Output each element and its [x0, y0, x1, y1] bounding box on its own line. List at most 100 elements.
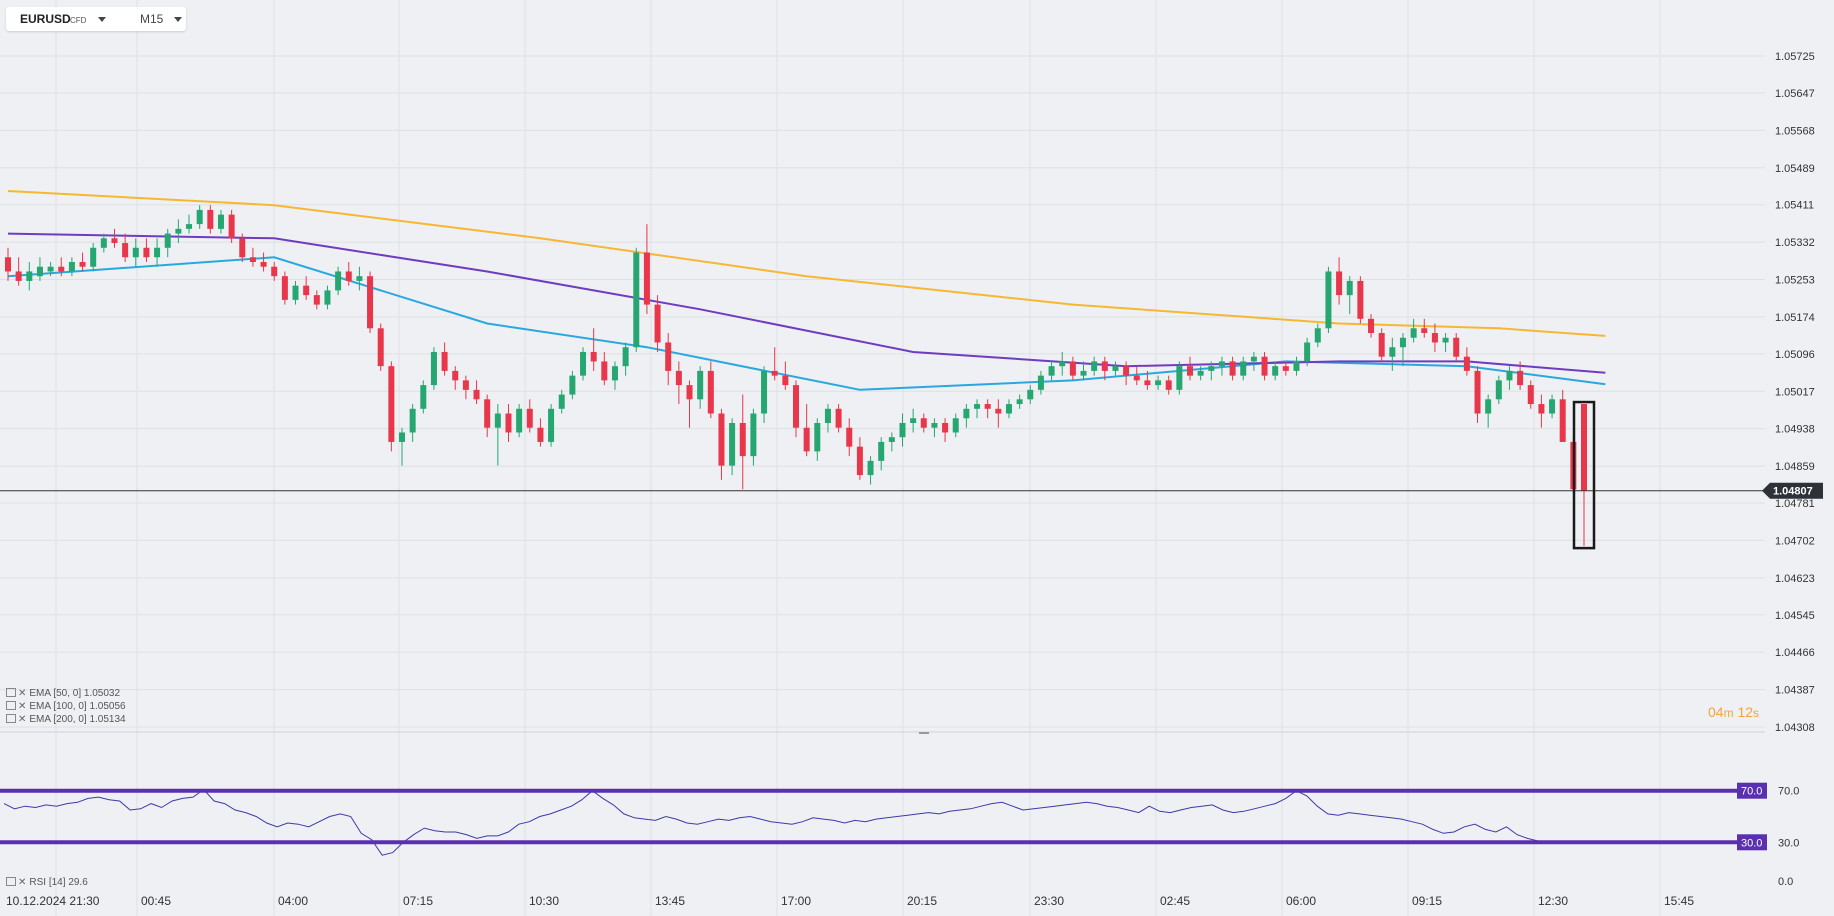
time-tick-label: 20:15	[907, 894, 937, 908]
rsi-level-tag	[1737, 834, 1767, 851]
candle	[1495, 375, 1502, 405]
candle-body	[1293, 361, 1300, 371]
candle	[1485, 394, 1492, 428]
candle	[750, 408, 757, 466]
candle	[1527, 380, 1534, 409]
candle-body	[1016, 399, 1023, 405]
candle-body	[462, 380, 469, 390]
time-tick-label: 15:45	[1664, 894, 1694, 908]
symbol-dropdown-icon[interactable]	[98, 17, 106, 22]
ema-lines	[7, 190, 1606, 391]
candle	[5, 247, 11, 281]
candle-body	[1517, 370, 1524, 386]
legend-label: EMA	[29, 714, 51, 725]
candle	[1197, 366, 1204, 381]
candle-body	[718, 413, 725, 466]
candle-body	[1069, 361, 1076, 376]
candle	[1282, 361, 1289, 376]
candle	[292, 280, 299, 305]
candle-body	[952, 418, 959, 433]
candle	[537, 418, 544, 447]
candle	[867, 456, 874, 485]
candle	[1016, 394, 1023, 409]
candle	[654, 295, 661, 352]
candle-body	[1453, 337, 1460, 357]
candle-body	[228, 214, 235, 239]
candle	[196, 205, 203, 229]
current-price-label: 1.04807	[1773, 486, 1813, 498]
candle	[622, 342, 629, 376]
candle	[835, 404, 842, 433]
candle	[1091, 356, 1098, 376]
price-axis[interactable]: 1.05725 1.05647 1.05568 1.05489 1.05411 1.053…	[1775, 51, 1815, 734]
candle-body	[217, 214, 224, 229]
candle-body	[995, 408, 1002, 414]
rsi-line	[3, 788, 1581, 856]
ema200-legend[interactable]: ✕ EMA [200, 0] 1.05134	[6, 714, 126, 725]
candle-body	[1421, 328, 1428, 334]
candle-body	[814, 422, 821, 452]
candle-body	[611, 366, 618, 381]
close-icon[interactable]: ✕	[18, 688, 27, 699]
candle	[580, 347, 587, 381]
candle-body	[132, 247, 139, 258]
candle-body	[1005, 404, 1012, 414]
price-tick-label: 1.04387	[1775, 685, 1815, 697]
price-tick-label: 1.04466	[1775, 647, 1815, 659]
timeframe-label[interactable]: M15	[140, 12, 164, 26]
candle-body	[5, 257, 11, 272]
price-tick-label: 1.04545	[1775, 610, 1815, 622]
rsi-level-tag-label: 30.0	[1741, 837, 1762, 849]
timeframe-dropdown-icon[interactable]	[174, 17, 182, 22]
candle-body	[920, 418, 927, 428]
ema100-legend[interactable]: ✕ EMA [100, 0] 1.05056	[6, 701, 126, 712]
close-icon[interactable]: ✕	[18, 714, 27, 725]
countdown-min-unit: m	[1723, 706, 1734, 720]
candle-body	[15, 271, 22, 281]
close-icon[interactable]: ✕	[18, 701, 27, 712]
settings-icon[interactable]	[6, 688, 16, 697]
candle-body	[537, 427, 544, 442]
candle	[1336, 257, 1343, 305]
candle-body	[548, 408, 555, 442]
candle	[803, 404, 810, 457]
candle-body	[1133, 375, 1140, 381]
candle	[1165, 375, 1172, 395]
countdown-minutes: 04	[1708, 704, 1724, 720]
candle-body	[1368, 318, 1375, 334]
candle	[984, 399, 991, 419]
candle	[1080, 361, 1087, 381]
candle-body	[697, 370, 704, 400]
candle	[175, 219, 182, 244]
candle-body	[281, 276, 288, 300]
candle-body	[420, 385, 427, 409]
time-tick-label: 23:30	[1034, 894, 1064, 908]
ema50-legend[interactable]: ✕ EMA [50, 0] 1.05032	[6, 688, 120, 699]
candle	[761, 366, 768, 423]
candle-body	[1037, 375, 1044, 390]
rsi-legend[interactable]: ✕ RSI [14] 29.6	[6, 877, 88, 888]
price-tick-label: 1.05017	[1775, 386, 1815, 398]
settings-icon[interactable]	[6, 701, 16, 710]
candle-body	[782, 375, 789, 386]
candle-body	[1208, 366, 1215, 371]
candle-body	[856, 446, 863, 476]
candle	[590, 328, 597, 371]
candle-body	[1485, 399, 1492, 414]
symbol-name[interactable]: EURUSD	[20, 12, 71, 26]
settings-icon[interactable]	[6, 714, 16, 723]
candle	[367, 271, 374, 334]
candle-body	[675, 370, 682, 386]
candle-body	[47, 266, 54, 272]
candle	[228, 209, 235, 244]
candle-body	[633, 252, 640, 348]
candle	[697, 366, 704, 409]
candle	[846, 418, 853, 457]
close-icon[interactable]: ✕	[18, 877, 27, 888]
candle	[399, 427, 405, 466]
settings-icon[interactable]	[6, 877, 16, 886]
candle	[1346, 276, 1353, 315]
time-axis[interactable]: 10.12.2024 21:30 00:45 04:00 07:15 10:30 13:4…	[6, 894, 1694, 908]
symbol-selector[interactable]: EURUSD CFD M15	[6, 7, 186, 31]
